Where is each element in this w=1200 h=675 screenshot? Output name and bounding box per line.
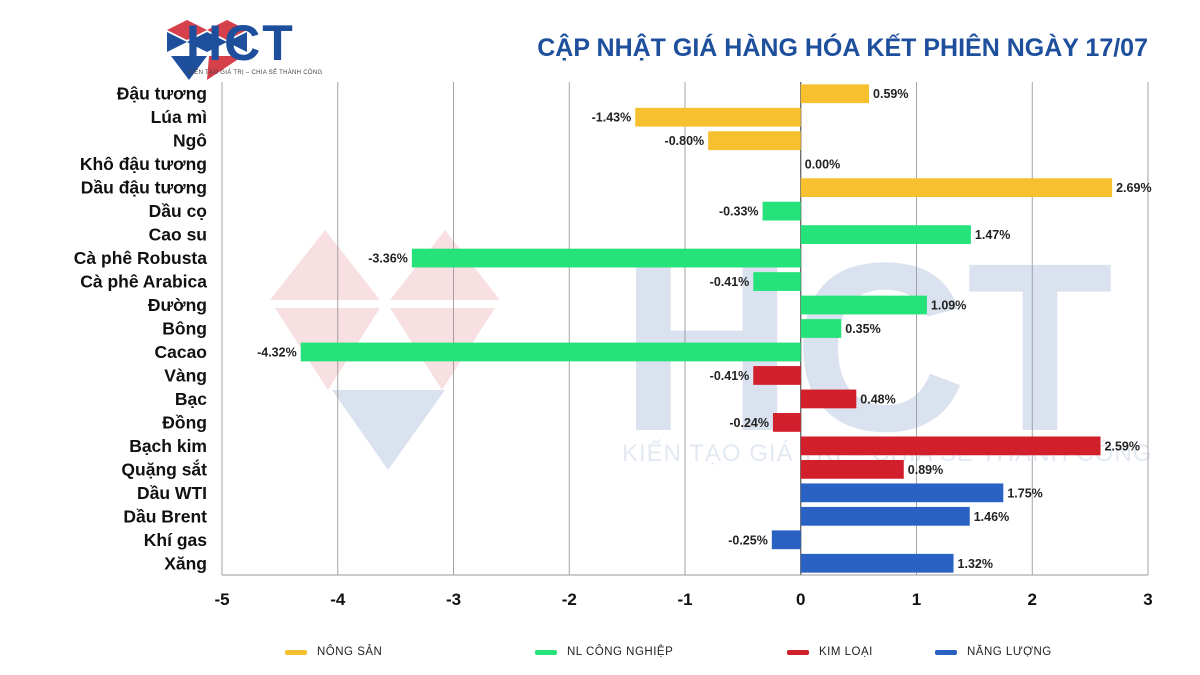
data-label: 1.46% bbox=[974, 510, 1009, 524]
category-label: Dầu đậu tương bbox=[81, 178, 207, 198]
bar bbox=[800, 295, 927, 315]
data-label: -0.33% bbox=[719, 205, 759, 219]
bar bbox=[800, 319, 842, 338]
legend-item-nl-cong-nghiep: NL CÔNG NGHIỆP bbox=[535, 646, 787, 658]
bar bbox=[300, 342, 801, 362]
x-tick-label: 2 bbox=[1028, 590, 1037, 609]
category-label: Bông bbox=[162, 319, 207, 339]
data-label: -0.25% bbox=[728, 533, 768, 547]
x-tick-label: -3 bbox=[446, 590, 461, 609]
data-label: 1.09% bbox=[931, 299, 966, 313]
bar bbox=[800, 506, 970, 526]
bar bbox=[800, 483, 1004, 503]
x-tick-label: -4 bbox=[330, 590, 346, 609]
bar bbox=[411, 248, 801, 268]
bar bbox=[800, 459, 904, 479]
category-label: Dầu Brent bbox=[123, 506, 207, 526]
data-label: 1.32% bbox=[958, 557, 993, 571]
bar bbox=[753, 272, 801, 291]
legend-label-nang-luong: NĂNG LƯỢNG bbox=[967, 646, 1052, 658]
category-label: Khí gas bbox=[144, 530, 207, 550]
category-label: Ngô bbox=[173, 131, 207, 151]
bar bbox=[635, 107, 801, 127]
legend-item-nong-san: NÔNG SẢN bbox=[285, 646, 535, 658]
category-label: Bạch kim bbox=[129, 436, 207, 456]
category-label: Cao su bbox=[149, 225, 207, 245]
bar bbox=[772, 413, 801, 432]
data-label: -3.36% bbox=[368, 252, 408, 266]
legend-swatch-nang-luong bbox=[935, 649, 957, 655]
bar bbox=[762, 201, 801, 221]
category-label: Đậu tương bbox=[117, 84, 207, 104]
data-label: 0.89% bbox=[908, 463, 943, 477]
legend-label-kim-loai: KIM LOẠI bbox=[819, 646, 873, 658]
bar bbox=[800, 389, 857, 409]
data-label: -0.41% bbox=[710, 275, 750, 289]
data-label: -0.41% bbox=[710, 369, 750, 383]
category-label: Đồng bbox=[162, 412, 207, 432]
data-label: 1.47% bbox=[975, 228, 1010, 242]
data-label: 0.00% bbox=[805, 158, 840, 172]
category-label: Vàng bbox=[164, 365, 207, 385]
category-label: Cà phê Robusta bbox=[74, 248, 207, 268]
category-label: Quặng sắt bbox=[121, 458, 207, 479]
x-tick-label: -2 bbox=[562, 590, 577, 609]
bar bbox=[753, 366, 801, 385]
category-label: Xăng bbox=[164, 553, 207, 573]
x-tick-label: 0 bbox=[796, 590, 805, 609]
bar bbox=[771, 530, 801, 550]
bar bbox=[708, 131, 801, 151]
x-tick-label: -5 bbox=[214, 590, 229, 609]
legend-item-nang-luong: NĂNG LƯỢNG bbox=[935, 646, 1185, 658]
data-label: 2.59% bbox=[1105, 439, 1140, 453]
data-label: 2.69% bbox=[1116, 181, 1151, 195]
data-label: 0.48% bbox=[860, 392, 895, 406]
chart-legend: NÔNG SẢN NL CÔNG NGHIỆP KIM LOẠI NĂNG LƯ… bbox=[285, 646, 1185, 658]
bar bbox=[800, 84, 870, 104]
category-label: Cacao bbox=[154, 342, 207, 362]
bar bbox=[800, 225, 971, 244]
logo-text: HCT bbox=[186, 15, 295, 71]
page-title: CẬP NHẬT GIÁ HÀNG HÓA KẾT PHIÊN NGÀY 17/… bbox=[537, 34, 1148, 62]
category-label: Cà phê Arabica bbox=[80, 272, 207, 292]
category-label: Khô đậu tương bbox=[80, 154, 207, 174]
category-label: Dầu cọ bbox=[149, 201, 207, 221]
legend-swatch-nong-san bbox=[285, 649, 307, 655]
x-tick-label: 3 bbox=[1143, 590, 1152, 609]
category-label: Lúa mì bbox=[151, 107, 207, 127]
data-label: 1.75% bbox=[1007, 486, 1042, 500]
x-tick-label: -1 bbox=[677, 590, 692, 609]
category-label: Dầu WTI bbox=[137, 483, 207, 503]
data-label: 0.59% bbox=[873, 87, 908, 101]
category-label: Đường bbox=[148, 295, 207, 315]
bar bbox=[800, 436, 1101, 456]
data-label: -0.80% bbox=[665, 134, 705, 148]
legend-label-nong-san: NÔNG SẢN bbox=[317, 646, 383, 658]
data-label: -1.43% bbox=[592, 111, 632, 125]
legend-swatch-kim-loai bbox=[787, 649, 809, 655]
x-tick-label: 1 bbox=[912, 590, 921, 609]
data-label: -4.32% bbox=[257, 345, 297, 359]
data-label: 0.35% bbox=[845, 322, 880, 336]
category-label: Bạc bbox=[175, 389, 207, 409]
logo-tagline: KIẾN TẠO GIÁ TRỊ – CHIA SẺ THÀNH CÔNG bbox=[188, 70, 323, 76]
legend-label-nl-cong-nghiep: NL CÔNG NGHIỆP bbox=[567, 646, 674, 658]
bar bbox=[800, 178, 1113, 198]
legend-swatch-nl-cong-nghiep bbox=[535, 649, 557, 655]
bar bbox=[800, 553, 954, 573]
data-label: -0.24% bbox=[729, 416, 769, 430]
legend-item-kim-loai: KIM LOẠI bbox=[787, 646, 935, 658]
hct-logo-mark bbox=[167, 20, 247, 80]
